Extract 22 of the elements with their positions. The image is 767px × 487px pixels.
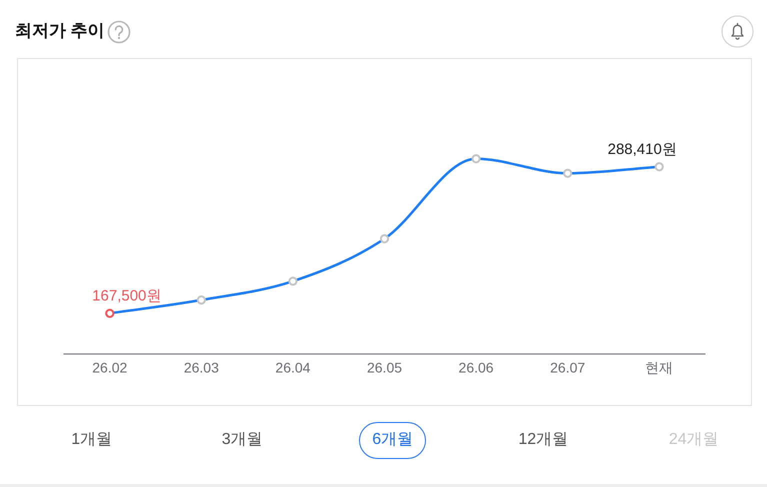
x-tick-label: 26.04 (275, 359, 311, 376)
data-label: 167,500원 (92, 287, 162, 304)
point (654, 162, 664, 172)
point (196, 295, 206, 305)
text: 1개월 (71, 430, 112, 450)
x-tick-label: 26.03 (184, 359, 220, 376)
text: 3개월 (222, 430, 263, 450)
x-tick-label: 26.06 (458, 359, 494, 376)
point (471, 154, 481, 164)
data-label: 288,410원 (608, 140, 677, 158)
point (288, 276, 298, 286)
x-tick-label: 26.02 (92, 359, 128, 376)
text: 6개월 (372, 430, 414, 450)
x-tick-label: 26.05 (366, 359, 402, 376)
text: 12개월 (518, 430, 568, 450)
text: 24개월 (668, 430, 719, 450)
point (380, 234, 390, 244)
point (105, 308, 114, 318)
x-tick-label: 현재 (645, 359, 674, 376)
point (563, 168, 572, 178)
chart-title: 최저가 추이 (15, 20, 105, 42)
x-tick-label: 26.07 (550, 359, 586, 376)
